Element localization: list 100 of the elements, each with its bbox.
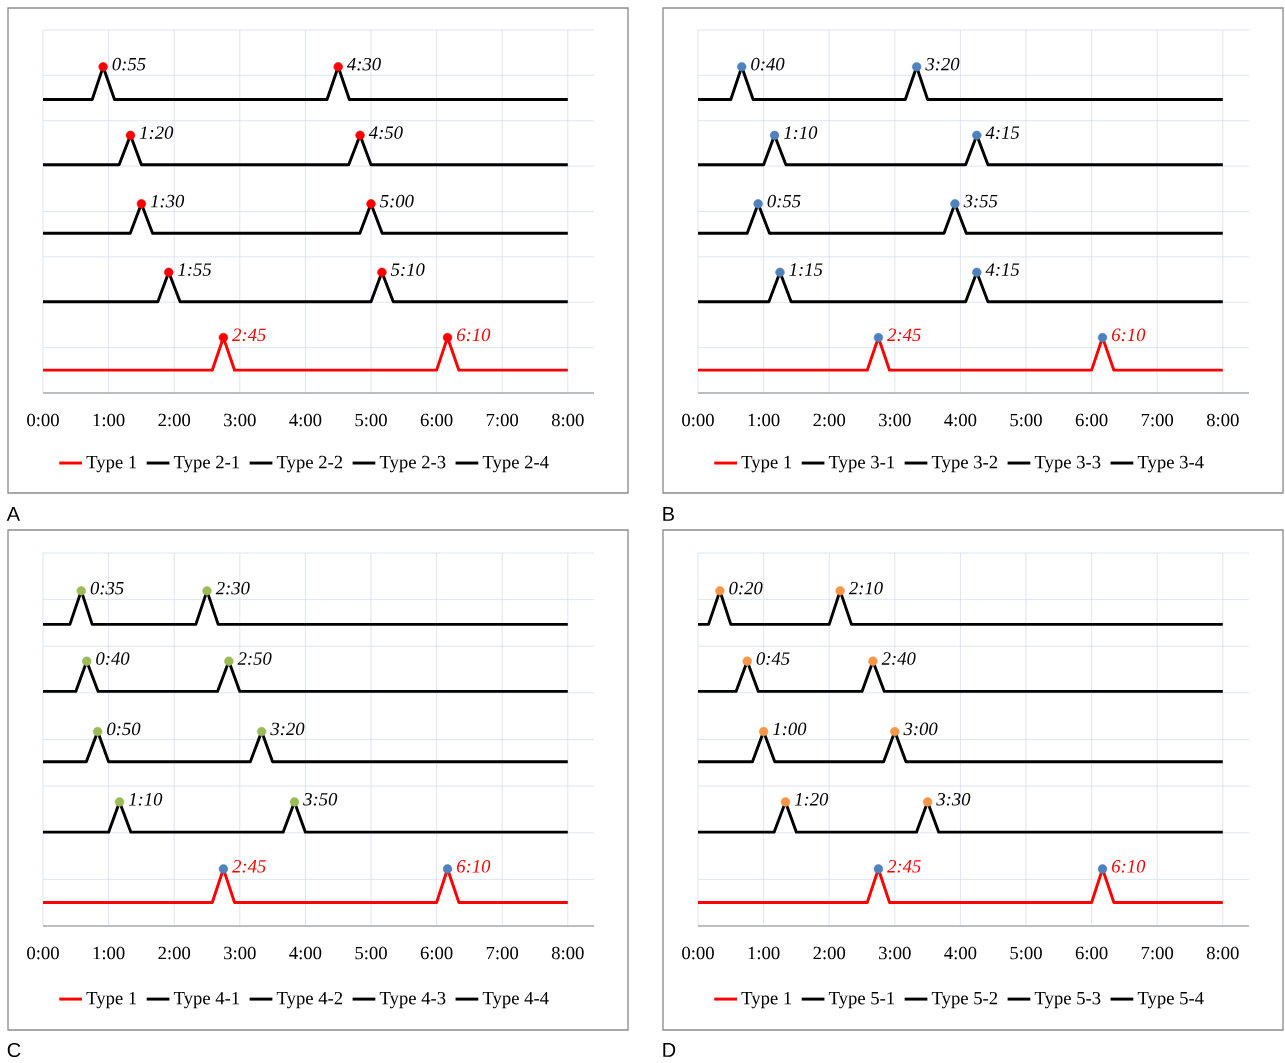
annotation: 0:20 <box>729 581 763 595</box>
point <box>737 62 747 72</box>
point <box>98 62 108 72</box>
x-tick-label: 3:00 <box>879 413 911 427</box>
point <box>76 586 86 596</box>
annotation: 1:15 <box>789 263 823 276</box>
annotation: 2:30 <box>215 581 250 595</box>
x-tick-label: 0:00 <box>27 946 59 960</box>
point <box>224 656 234 666</box>
point <box>1097 332 1108 343</box>
legend-label: Type 1 <box>741 991 792 1009</box>
annotation: 2:45 <box>232 328 266 342</box>
x-tick-label: 7:00 <box>486 946 519 960</box>
annotation: 3:20 <box>270 722 305 736</box>
annotation: 0:55 <box>112 57 146 71</box>
x-tick-label: 4:00 <box>289 946 322 960</box>
point <box>835 586 845 596</box>
legend-label: Type 3-3 <box>1034 455 1101 473</box>
point <box>950 199 960 209</box>
annotation: 4:50 <box>368 126 403 140</box>
text: D <box>663 1043 676 1057</box>
annotation: 2:45 <box>887 860 921 873</box>
annotation: 2:45 <box>232 860 266 873</box>
point <box>257 726 267 737</box>
text: B <box>663 507 674 521</box>
x-tick-label: 5:00 <box>1010 946 1042 960</box>
annotation: 0:40 <box>96 652 130 665</box>
point <box>873 332 884 343</box>
point <box>912 62 922 72</box>
legend-label: Type 4-3 <box>379 991 446 1009</box>
point <box>442 864 453 874</box>
x-tick-label: 2:00 <box>158 946 191 960</box>
annotation: 1:20 <box>139 126 174 140</box>
x-tick-label: 1:00 <box>748 946 780 960</box>
point <box>114 797 125 807</box>
legend-label: Type 1 <box>86 455 137 473</box>
x-tick-label: 5:00 <box>355 946 387 960</box>
point <box>873 864 884 874</box>
legend-label: Type 4-4 <box>482 991 549 1009</box>
x-tick-label: 8:00 <box>1206 946 1239 960</box>
point <box>82 656 92 666</box>
annotation: 3:00 <box>903 722 938 736</box>
legend-label: Type 5-2 <box>931 991 998 1009</box>
annotation: 0:40 <box>751 57 785 71</box>
x-tick-label: 1:00 <box>748 413 780 427</box>
annotation: 1:10 <box>128 792 163 806</box>
x-tick-label: 6:00 <box>1075 413 1108 427</box>
legend-label: Type 3-1 <box>828 455 895 473</box>
point <box>972 267 982 277</box>
annotation: 6:10 <box>457 328 491 342</box>
point <box>93 726 103 737</box>
legend-label: Type 5-1 <box>828 991 895 1009</box>
point <box>868 656 878 666</box>
x-tick-label: 1:00 <box>93 946 125 960</box>
point <box>366 199 376 209</box>
legend-label: Type 2-4 <box>482 455 549 473</box>
x-tick-label: 6:00 <box>420 413 453 427</box>
annotation: 1:20 <box>794 792 829 806</box>
x-tick-label: 2:00 <box>813 946 846 960</box>
annotation: 1:00 <box>772 722 807 736</box>
annotation: 1:10 <box>783 126 818 140</box>
x-tick-label: 3:00 <box>224 946 256 960</box>
legend-label: Type 5-3 <box>1034 991 1101 1009</box>
point <box>922 797 933 807</box>
legend-label: Type 2-3 <box>379 455 446 473</box>
x-tick-label: 7:00 <box>1141 413 1174 427</box>
point <box>753 199 763 209</box>
text: A <box>6 507 21 521</box>
annotation: 4:30 <box>346 57 381 71</box>
point <box>780 797 791 807</box>
x-tick-label: 2:00 <box>158 413 191 427</box>
point <box>218 332 229 343</box>
x-tick-label: 8:00 <box>551 946 584 960</box>
annotation: 1:30 <box>150 194 185 208</box>
x-tick-label: 4:00 <box>289 413 322 427</box>
annotation: 1:55 <box>178 263 212 276</box>
x-tick-label: 7:00 <box>486 413 519 427</box>
annotation: 3:55 <box>963 194 998 208</box>
legend-label: Type 3-4 <box>1137 455 1204 473</box>
x-tick-label: 3:00 <box>879 946 911 960</box>
annotation: 3:20 <box>925 57 960 71</box>
legend-label: Type 1 <box>86 991 137 1009</box>
point <box>758 726 769 737</box>
point <box>1097 864 1108 874</box>
x-tick-label: 0:00 <box>682 413 714 427</box>
point <box>742 656 752 666</box>
x-tick-label: 8:00 <box>1206 413 1239 427</box>
annotation: 0:35 <box>90 581 124 595</box>
annotation: 2:45 <box>887 328 921 342</box>
annotation: 6:10 <box>1112 328 1146 342</box>
legend-label: Type 1 <box>741 455 792 473</box>
x-tick-label: 0:00 <box>27 413 59 427</box>
point <box>333 62 343 72</box>
x-tick-label: 5:00 <box>355 413 387 427</box>
annotation: 4:15 <box>985 126 1020 139</box>
legend-label: Type 2-1 <box>173 455 240 473</box>
annotation: 5:00 <box>380 194 414 208</box>
annotation: 2:50 <box>237 652 272 665</box>
annotation: 3:50 <box>303 792 338 806</box>
annotation: 5:10 <box>390 263 425 276</box>
